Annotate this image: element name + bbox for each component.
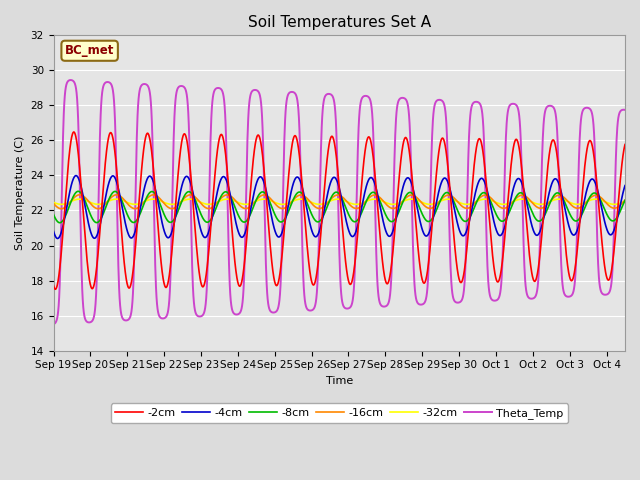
-32cm xyxy=(426,202,433,207)
Theta_Temp xyxy=(602,292,609,298)
-2cm xyxy=(70,129,77,135)
-16cm xyxy=(84,197,92,203)
-2cm xyxy=(84,263,92,268)
-4cm xyxy=(72,173,80,179)
-8cm xyxy=(621,197,629,203)
Theta_Temp xyxy=(425,251,433,256)
X-axis label: Time: Time xyxy=(326,376,353,386)
-4cm xyxy=(54,236,61,241)
-4cm xyxy=(621,183,629,189)
Theta_Temp xyxy=(83,319,91,325)
-8cm xyxy=(534,218,541,224)
Line: -32cm: -32cm xyxy=(54,199,625,204)
-32cm xyxy=(83,198,91,204)
-32cm xyxy=(408,196,416,202)
-8cm xyxy=(74,189,82,194)
-8cm xyxy=(50,212,58,217)
-16cm xyxy=(76,192,83,198)
Theta_Temp xyxy=(408,187,415,192)
-2cm xyxy=(50,283,58,288)
-4cm xyxy=(343,222,351,228)
-16cm xyxy=(408,192,416,198)
-4cm xyxy=(426,229,433,235)
-16cm xyxy=(426,205,433,211)
-32cm xyxy=(205,202,212,207)
Theta_Temp xyxy=(534,286,541,292)
Line: -4cm: -4cm xyxy=(54,176,625,239)
-2cm xyxy=(343,271,351,276)
Theta_Temp xyxy=(621,107,629,113)
-2cm xyxy=(426,253,433,259)
-8cm xyxy=(56,220,63,226)
-4cm xyxy=(50,228,58,234)
Line: -8cm: -8cm xyxy=(54,192,625,223)
Line: Theta_Temp: Theta_Temp xyxy=(54,80,625,324)
-2cm xyxy=(602,269,609,275)
-2cm xyxy=(621,142,629,147)
-32cm xyxy=(186,196,194,202)
Title: Soil Temperatures Set A: Soil Temperatures Set A xyxy=(248,15,431,30)
-4cm xyxy=(84,216,92,222)
-16cm xyxy=(58,206,65,212)
-32cm xyxy=(621,198,629,204)
-16cm xyxy=(50,201,58,206)
-2cm xyxy=(51,287,59,292)
Theta_Temp xyxy=(343,306,351,312)
-8cm xyxy=(602,209,609,215)
-32cm xyxy=(602,199,609,205)
-8cm xyxy=(426,218,433,224)
-4cm xyxy=(408,181,416,187)
-16cm xyxy=(602,199,609,205)
Theta_Temp xyxy=(50,321,58,327)
-8cm xyxy=(84,204,92,210)
Legend: -2cm, -4cm, -8cm, -16cm, -32cm, Theta_Temp: -2cm, -4cm, -8cm, -16cm, -32cm, Theta_Te… xyxy=(111,404,568,423)
-8cm xyxy=(343,208,351,214)
-8cm xyxy=(408,190,416,196)
-16cm xyxy=(343,199,351,204)
Theta_Temp xyxy=(67,77,74,83)
-2cm xyxy=(408,172,416,178)
Y-axis label: Soil Temperature (C): Soil Temperature (C) xyxy=(15,136,25,250)
-32cm xyxy=(50,200,58,205)
Line: -2cm: -2cm xyxy=(54,132,625,289)
-4cm xyxy=(602,222,609,228)
-32cm xyxy=(534,201,541,207)
Line: -16cm: -16cm xyxy=(54,195,625,209)
-32cm xyxy=(343,199,351,204)
Text: BC_met: BC_met xyxy=(65,44,115,57)
-16cm xyxy=(534,204,541,210)
-16cm xyxy=(621,197,629,203)
-2cm xyxy=(534,269,541,275)
-4cm xyxy=(534,232,541,238)
